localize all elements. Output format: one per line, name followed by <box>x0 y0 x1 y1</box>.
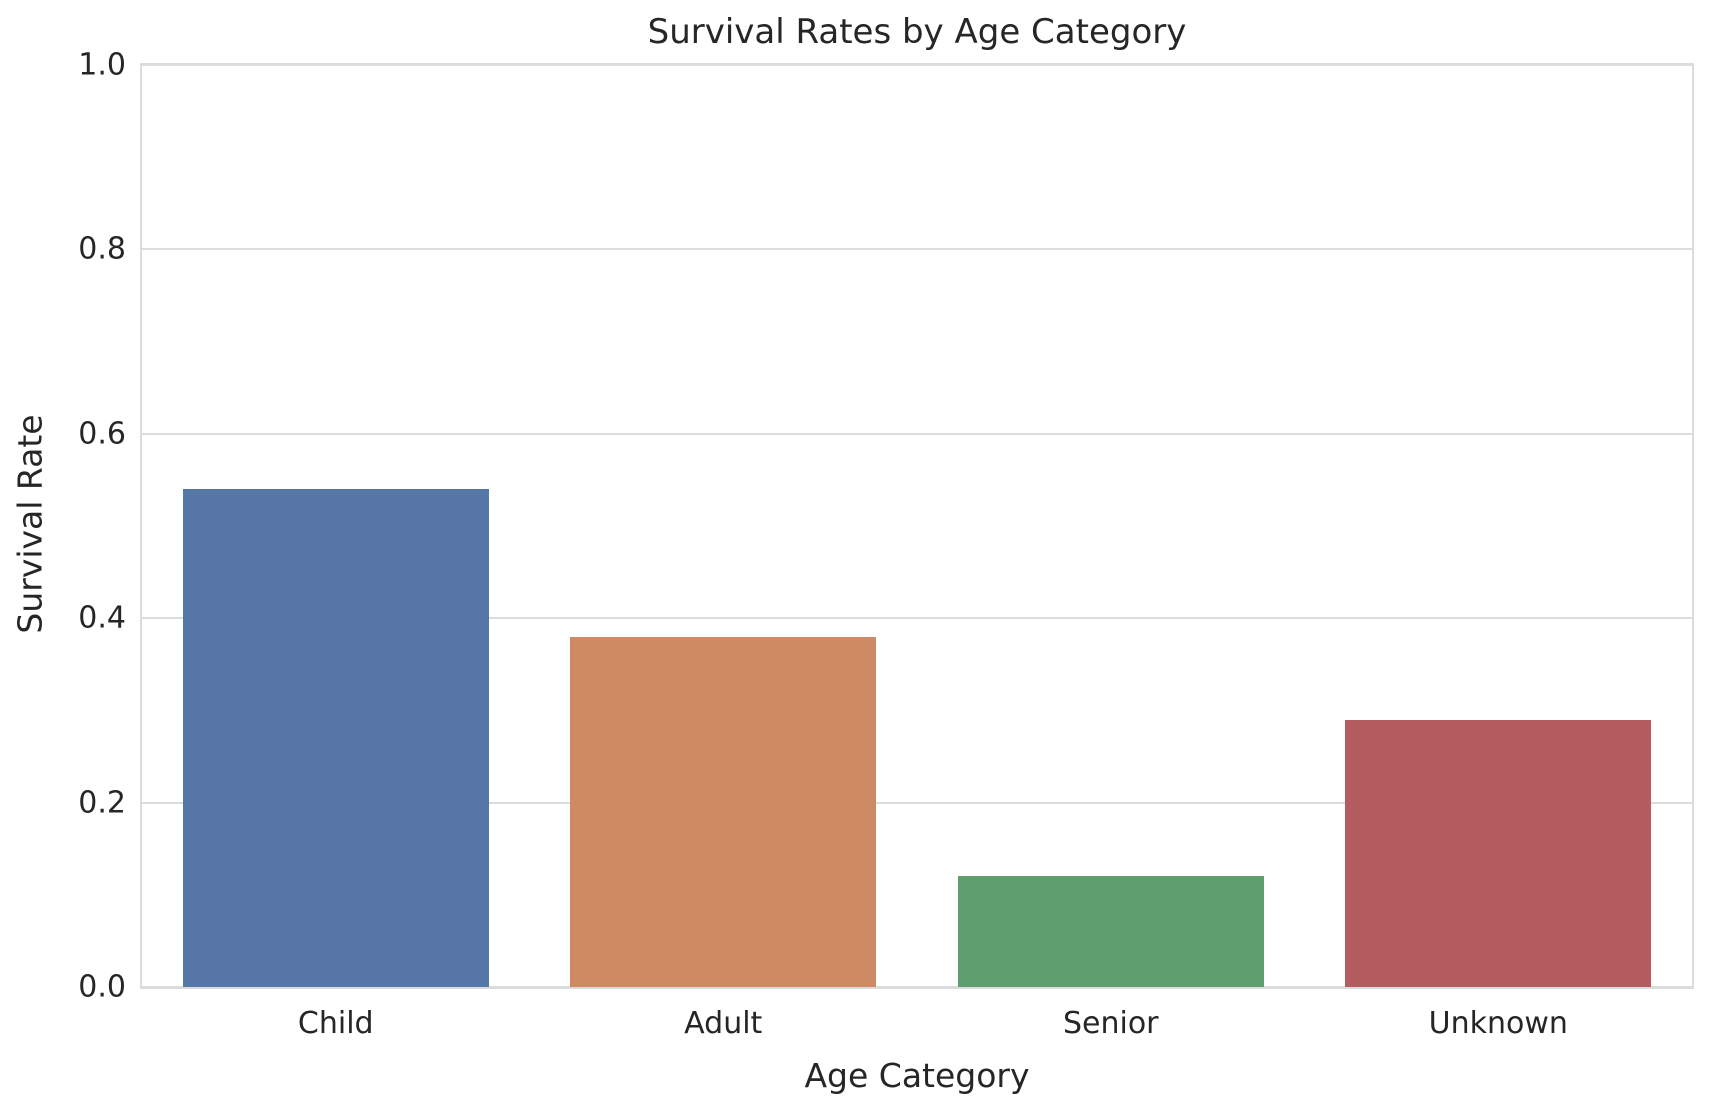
y-gridline <box>142 986 1692 988</box>
bar-adult <box>570 636 877 987</box>
y-gridline <box>142 432 1692 435</box>
bar-child <box>182 489 489 987</box>
y-gridline <box>142 248 1692 251</box>
y-gridline <box>142 801 1692 804</box>
y-tick-label: 0.2 <box>78 785 126 821</box>
chart-title: Survival Rates by Age Category <box>647 12 1187 52</box>
y-gridline <box>142 64 1692 66</box>
y-gridline <box>142 617 1692 620</box>
bar-senior <box>957 876 1264 987</box>
y-tick-label: 0.8 <box>78 231 126 267</box>
plot-area <box>140 63 1694 989</box>
x-tick-label-child: Child <box>297 1006 374 1041</box>
x-tick-label-unknown: Unknown <box>1428 1006 1568 1041</box>
x-axis-label: Age Category <box>804 1056 1030 1095</box>
y-tick-label: 0.4 <box>78 600 126 636</box>
y-tick-label: 1.0 <box>78 47 126 83</box>
x-tick-label-senior: Senior <box>1062 1006 1159 1041</box>
y-tick-label: 0.6 <box>78 416 126 452</box>
bar-unknown <box>1345 719 1652 987</box>
x-tick-label-adult: Adult <box>684 1006 763 1041</box>
y-tick-label: 0.0 <box>78 969 126 1005</box>
y-axis-label: Survival Rate <box>10 414 50 634</box>
